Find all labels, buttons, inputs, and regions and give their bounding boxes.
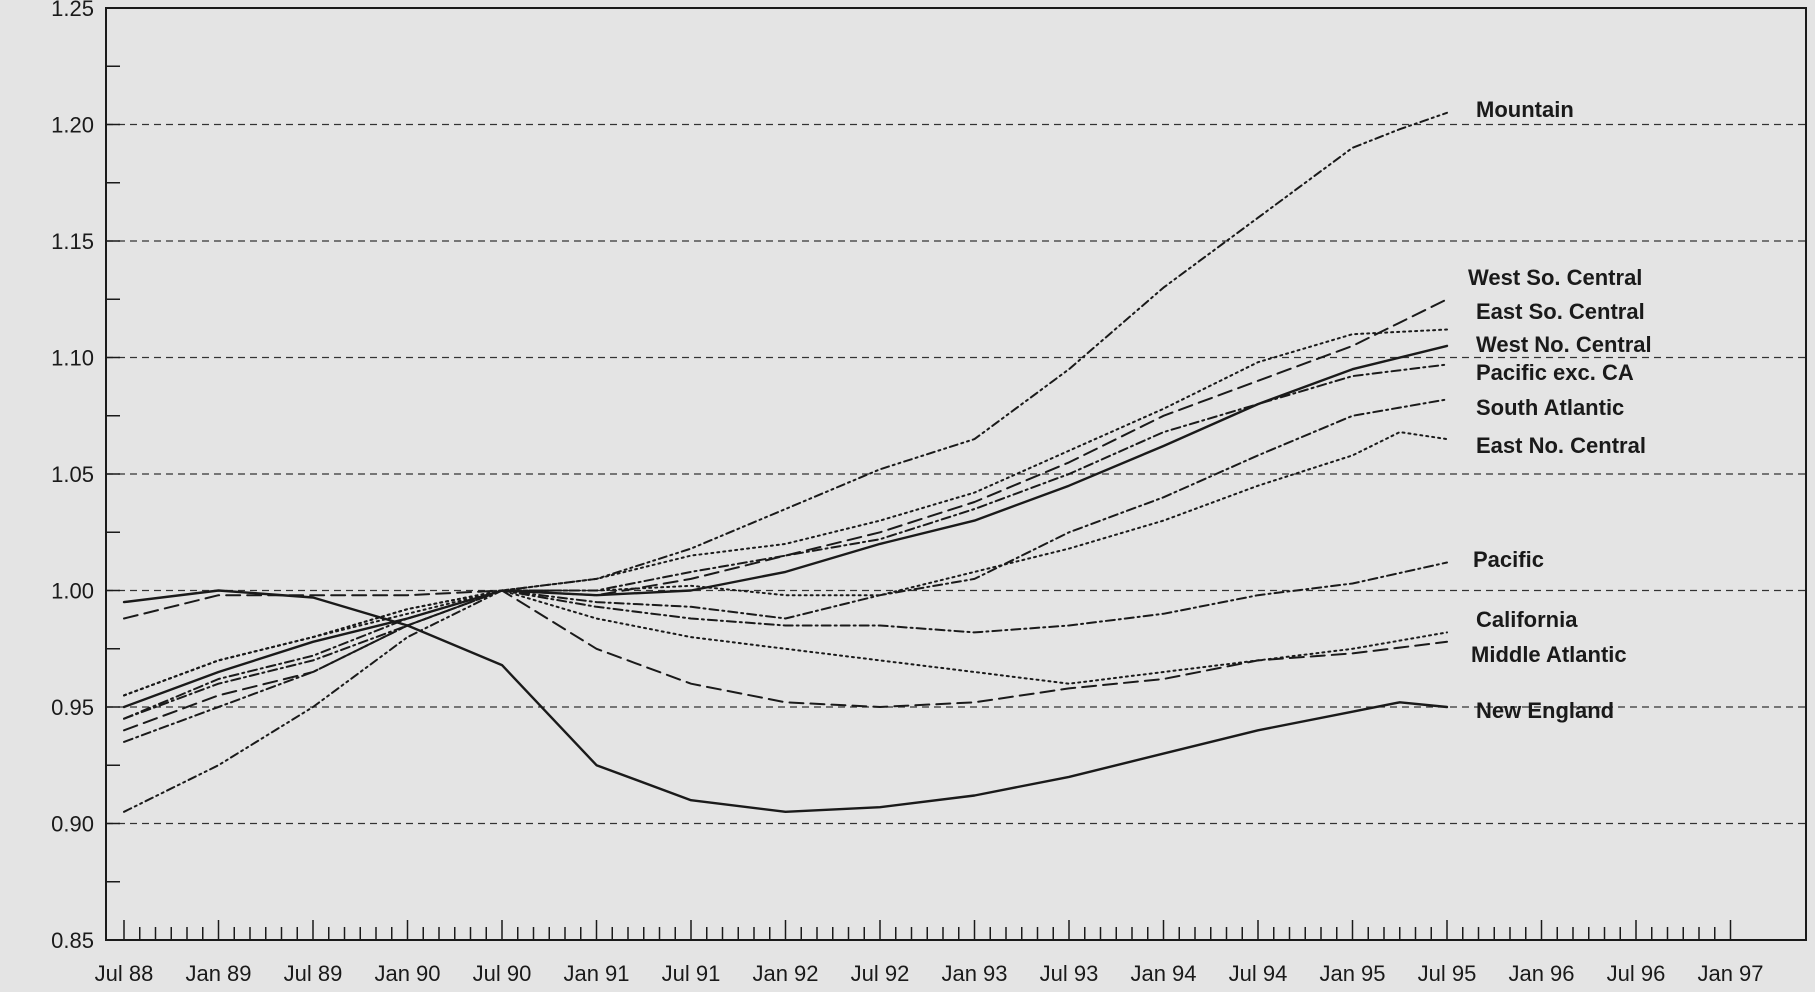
series-label-new-england: New England [1476, 698, 1614, 723]
series-line-pacific [123, 561, 1448, 720]
x-tick-label: Jan 92 [752, 961, 818, 986]
x-tick-label: Jul 88 [95, 961, 154, 986]
x-tick-label: Jan 96 [1508, 961, 1574, 986]
series-label-mountain: Mountain [1476, 97, 1574, 122]
series-labels: Mountain West So. Central East So. Central… [1468, 97, 1652, 723]
y-tick-label: 0.90 [51, 812, 94, 837]
series-line-pacific-exc-ca [123, 363, 1448, 743]
x-tick-label: Jan 95 [1319, 961, 1385, 986]
series-lines [122, 111, 1449, 813]
series-label-south-atlantic: South Atlantic [1476, 395, 1624, 420]
y-tick-label: 1.15 [51, 229, 94, 254]
series-line-west-no-central [122, 344, 1449, 709]
x-tick-label: Jan 97 [1697, 961, 1763, 986]
x-tick-label: Jul 94 [1229, 961, 1288, 986]
x-tick-label: Jan 89 [185, 961, 251, 986]
series-label-east-no-central: East No. Central [1476, 433, 1646, 458]
x-tick-label: Jul 95 [1418, 961, 1477, 986]
series-line-east-no-central [123, 431, 1448, 697]
series-label-west-so-central: West So. Central [1468, 265, 1642, 290]
x-tick-label: Jan 94 [1130, 961, 1196, 986]
x-axis: Jul 88 Jan 89 Jul 89 Jan 90 Jul 90 Jan 91 Jul … [95, 920, 1764, 986]
series-label-pacific: Pacific [1473, 547, 1544, 572]
x-tick-label: Jul 96 [1607, 961, 1666, 986]
x-tick-label: Jan 90 [374, 961, 440, 986]
gridlines [106, 123, 1806, 825]
y-tick-label: 1.20 [51, 113, 94, 138]
series-line-new-england [122, 589, 1449, 813]
series-line-mountain [123, 111, 1448, 813]
series-label-middle-atlantic: Middle Atlantic [1471, 642, 1627, 667]
x-tick-label: Jul 89 [284, 961, 343, 986]
series-line-california [123, 589, 1448, 697]
y-tick-label: 1.10 [51, 346, 94, 371]
x-tick-label: Jan 93 [941, 961, 1007, 986]
y-tick-label: 0.95 [51, 695, 94, 720]
x-tick-label: Jul 92 [851, 961, 910, 986]
series-line-middle-atlantic [123, 589, 1448, 708]
y-tick-label: 1.00 [51, 579, 94, 604]
y-tick-label: 1.25 [51, 0, 94, 21]
series-label-california: California [1476, 607, 1578, 632]
x-tick-label: Jul 91 [662, 961, 721, 986]
y-tick-label: 0.85 [51, 928, 94, 953]
series-label-west-no-central: West No. Central [1476, 332, 1652, 357]
x-tick-label: Jul 93 [1040, 961, 1099, 986]
y-axis: 0.85 0.90 0.95 1.00 1.05 1.10 1.15 1.20 1.25 [51, 0, 120, 953]
series-label-pacific-exc-ca: Pacific exc. CA [1476, 360, 1634, 385]
x-tick-label: Jan 91 [563, 961, 629, 986]
y-tick-label: 1.05 [51, 462, 94, 487]
x-tick-label: Jul 90 [473, 961, 532, 986]
series-line-south-atlantic [123, 398, 1448, 720]
series-label-east-so-central: East So. Central [1476, 299, 1645, 324]
